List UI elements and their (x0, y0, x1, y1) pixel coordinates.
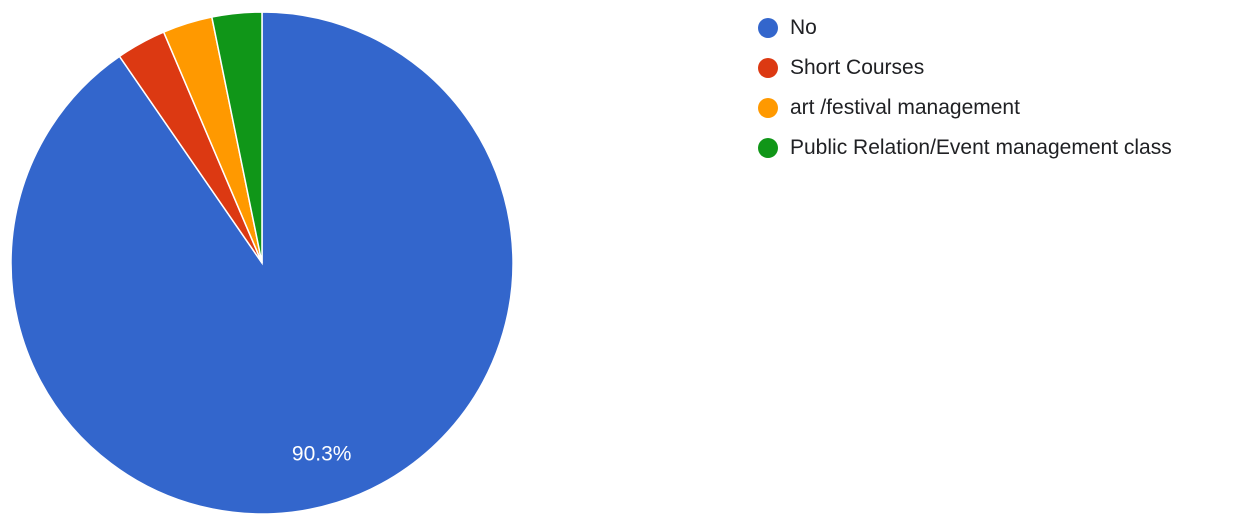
legend-swatch-art-festival-management (758, 98, 778, 118)
legend-swatch-no (758, 18, 778, 38)
legend-item-short-courses[interactable]: Short Courses (758, 48, 1172, 88)
data-label-no: 90.3% (292, 442, 352, 465)
legend: No Short Courses art /festival managemen… (758, 8, 1172, 168)
legend-item-no[interactable]: No (758, 8, 1172, 48)
legend-label-public-relation: Public Relation/Event management class (790, 136, 1172, 159)
pie-slice-public-relation[interactable] (210, 11, 263, 264)
legend-label-no: No (790, 16, 817, 39)
legend-swatch-short-courses (758, 58, 778, 78)
pie-chart: 90.3% (10, 11, 514, 515)
legend-swatch-public-relation (758, 138, 778, 158)
legend-item-public-relation[interactable]: Public Relation/Event management class (758, 128, 1172, 168)
legend-label-art-festival-management: art /festival management (790, 96, 1020, 119)
legend-item-art-festival-management[interactable]: art /festival management (758, 88, 1172, 128)
legend-label-short-courses: Short Courses (790, 56, 925, 79)
